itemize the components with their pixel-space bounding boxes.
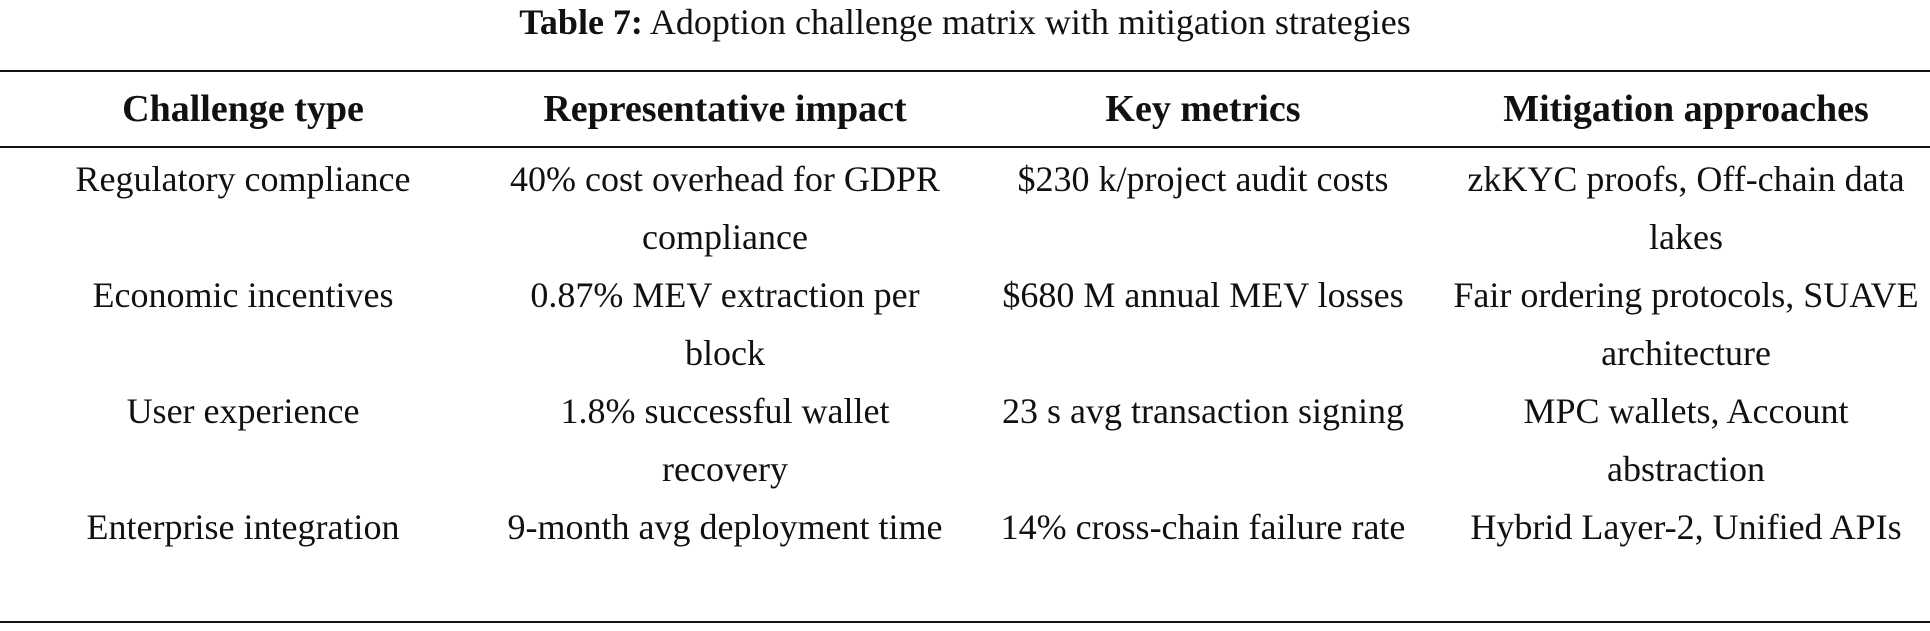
table-caption: Table 7: Adoption challenge matrix with … [0, 2, 1930, 42]
table-caption-text: Adoption challenge matrix with mitigatio… [642, 2, 1411, 42]
table-cell: 14% cross-chain failure rate [1000, 507, 1406, 547]
table-cell: Regulatory compliance [75, 159, 411, 199]
table-top-rule [0, 70, 1930, 72]
column-header-representative-impact: Representative impact [543, 88, 907, 130]
table-bottom-rule [0, 621, 1930, 623]
column-header-mitigation-approaches: Mitigation approaches [1503, 88, 1869, 130]
table-cell: 0.87% MEV extraction per block [530, 275, 920, 373]
table-cell: 23 s avg transaction signing [1002, 391, 1404, 431]
table-cell: Economic incentives [92, 275, 394, 315]
table-row: Enterprise integration 9-month avg deplo… [0, 498, 1930, 556]
table-cell: User experience [126, 391, 360, 431]
table-cell: Enterprise integration [86, 507, 400, 547]
table-cell: 9-month avg deployment time [507, 507, 943, 547]
table-cell: zkKYC proofs, Off-chain data lakes [1467, 159, 1905, 257]
table-row: User experience 1.8% successful wallet r… [0, 382, 1930, 498]
table-row: Economic incentives 0.87% MEV extraction… [0, 266, 1930, 382]
table-row: Regulatory compliance 40% cost overhead … [0, 146, 1930, 266]
column-header-key-metrics: Key metrics [1105, 88, 1301, 130]
table-cell: 40% cost overhead for GDPR compliance [510, 159, 940, 257]
table-cell: MPC wallets, Account abstraction [1523, 391, 1849, 489]
challenge-matrix-table: Challenge type Representative impact Key… [0, 72, 1930, 556]
table-cell: $680 M annual MEV losses [1002, 275, 1404, 315]
table-cell: $230 k/project audit costs [1017, 159, 1389, 199]
header-row: Challenge type Representative impact Key… [0, 72, 1930, 146]
table-cell: 1.8% successful wallet recovery [560, 391, 890, 489]
table-caption-label: Table 7: [519, 2, 643, 42]
table-cell: Fair ordering protocols, SUAVE architect… [1453, 275, 1919, 373]
column-header-challenge-type: Challenge type [122, 88, 364, 130]
table-cell: Hybrid Layer-2, Unified APIs [1470, 507, 1902, 547]
table-header-rule [0, 146, 1930, 148]
